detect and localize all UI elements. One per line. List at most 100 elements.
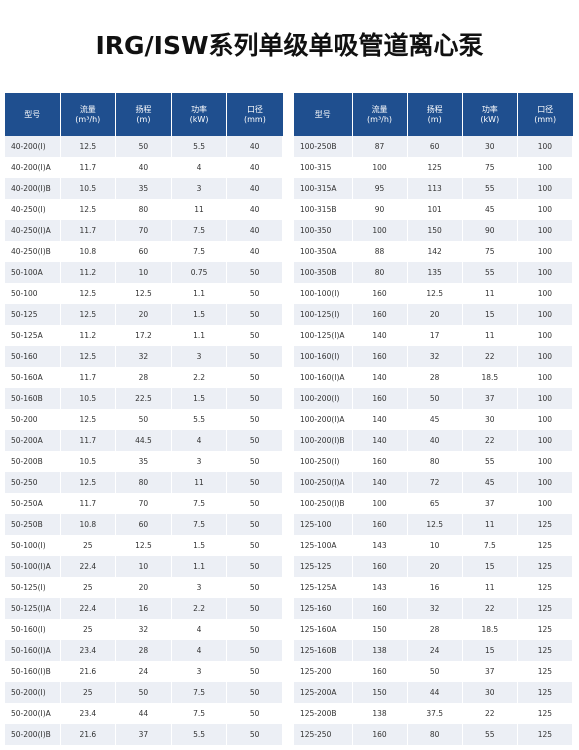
table-cell: 100-125(I): [294, 304, 353, 325]
column-header: 型号: [294, 93, 353, 136]
table-cell: 125: [517, 640, 574, 661]
table-cell: 100: [517, 346, 574, 367]
table-cell: 11: [171, 199, 228, 220]
table-cell: 18.5: [462, 619, 518, 640]
table-cell: 11.2: [60, 262, 117, 283]
table-cell: 17.2: [115, 325, 172, 346]
table-cell: 40-250(I): [5, 199, 61, 220]
table-cell: 125: [517, 619, 574, 640]
table-cell: 7.5: [462, 535, 518, 556]
table-cell: 50: [226, 493, 283, 514]
column-header: 流量 (m³/h): [60, 93, 117, 136]
table-cell: 90: [352, 199, 408, 220]
column-header: 流量 (m³/h): [352, 93, 408, 136]
header-row: 型号 流量 (m³/h) 扬程 (m) 功率 (kW) 口径 (mm): [294, 93, 573, 136]
table-row: 50-250A 11.7 70 7.5 50: [5, 493, 283, 514]
table-cell: 100-250B: [294, 136, 353, 157]
table-row: 40-250(I)A 11.7 70 7.5 40: [5, 220, 283, 241]
table-cell: 160: [352, 598, 408, 619]
table-cell: 45: [462, 199, 518, 220]
table-cell: 2.2: [171, 598, 228, 619]
table-cell: 100-125(I)A: [294, 325, 353, 346]
table-cell: 44: [407, 682, 463, 703]
table-cell: 50: [226, 472, 283, 493]
table-cell: 50: [226, 640, 283, 661]
table-row: 100-200(I)B 140 40 22 100: [294, 430, 574, 451]
table-cell: 50-200(I)A: [5, 703, 61, 724]
table-row: 125-160B 138 24 15 125: [294, 640, 574, 661]
table-cell: 50: [226, 535, 283, 556]
table-cell: 20: [115, 304, 172, 325]
table-cell: 50: [226, 451, 283, 472]
table-cell: 150: [352, 619, 408, 640]
table-cell: 12.5: [60, 472, 117, 493]
header-label: 扬程: [135, 104, 152, 114]
table-cell: 3: [171, 346, 228, 367]
table-cell: 5.5: [171, 724, 228, 745]
table-cell: 37: [115, 724, 172, 745]
table-cell: 100: [352, 157, 408, 178]
table-cell: 100-315: [294, 157, 353, 178]
table-row: 50-160(I)A 23.4 28 4 50: [5, 640, 283, 661]
table-row: 100-350 100 150 90 100: [294, 220, 574, 241]
table-cell: 143: [352, 535, 408, 556]
table-row: 50-200 12.5 50 5.5 50: [5, 409, 283, 430]
table-cell: 100: [517, 241, 574, 262]
table-cell: 37.5: [407, 703, 463, 724]
table-cell: 100: [517, 325, 574, 346]
table-cell: 21.6: [60, 661, 117, 682]
table-cell: 25: [60, 535, 117, 556]
table-cell: 140: [352, 430, 408, 451]
table-row: 40-200(I) 12.5 50 5.5 40: [5, 136, 283, 157]
header-label: 功率: [481, 104, 498, 114]
table-cell: 125: [517, 661, 574, 682]
table-cell: 10.5: [60, 388, 117, 409]
table-cell: 70: [115, 493, 172, 514]
column-header: 功率 (kW): [171, 93, 228, 136]
header-row: 型号 流量 (m³/h) 扬程 (m) 功率 (kW) 口径 (mm): [5, 93, 283, 136]
table-cell: 140: [352, 409, 408, 430]
table-row: 50-100A 11.2 10 0.75 50: [5, 262, 283, 283]
table-row: 125-200A 150 44 30 125: [294, 682, 574, 703]
table-cell: 2.2: [171, 367, 228, 388]
table-row: 50-200(I)B 21.6 37 5.5 50: [5, 724, 283, 745]
table-cell: 88: [352, 241, 408, 262]
table-row: 50-100(I)A 22.4 10 1.1 50: [5, 556, 283, 577]
header-unit: (kW): [189, 114, 209, 124]
table-cell: 22: [462, 346, 518, 367]
table-cell: 50-100A: [5, 262, 61, 283]
table-cell: 50-200: [5, 409, 61, 430]
table-cell: 125-100: [294, 514, 353, 535]
header-label: 口径: [537, 104, 554, 114]
table-cell: 50: [226, 304, 283, 325]
table-cell: 100: [517, 262, 574, 283]
table-row: 100-160(I)A 140 28 18.5 100: [294, 367, 574, 388]
table-cell: 60: [115, 514, 172, 535]
table-cell: 50: [226, 577, 283, 598]
table-cell: 50: [226, 262, 283, 283]
table-cell: 50-160B: [5, 388, 61, 409]
table-cell: 125: [517, 577, 574, 598]
table-row: 40-250(I)B 10.8 60 7.5 40: [5, 241, 283, 262]
table-cell: 28: [407, 367, 463, 388]
table-cell: 100: [517, 493, 574, 514]
table-cell: 25: [60, 619, 117, 640]
table-row: 40-200(I)B 10.5 35 3 40: [5, 178, 283, 199]
table-cell: 125-160B: [294, 640, 353, 661]
table-row: 125-250 160 80 55 125: [294, 724, 574, 745]
header-unit: (m): [136, 114, 151, 124]
table-cell: 3: [171, 577, 228, 598]
page-title: IRG/ISW系列单级单吸管道离心泵: [95, 31, 484, 60]
table-cell: 12.5: [60, 283, 117, 304]
table-cell: 7.5: [171, 241, 228, 262]
table-cell: 50-250A: [5, 493, 61, 514]
table-cell: 40-250(I)A: [5, 220, 61, 241]
table-cell: 40: [226, 157, 283, 178]
table-row: 100-315 100 125 75 100: [294, 157, 574, 178]
table-cell: 125-200: [294, 661, 353, 682]
table-cell: 100: [517, 430, 574, 451]
table-cell: 35: [115, 451, 172, 472]
column-header: 口径 (mm): [226, 93, 283, 136]
table-cell: 11: [171, 472, 228, 493]
table-cell: 5.5: [171, 409, 228, 430]
